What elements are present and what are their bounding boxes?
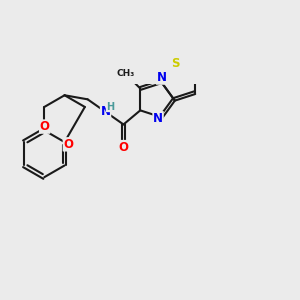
Text: N: N — [153, 112, 163, 125]
Text: N: N — [100, 105, 111, 118]
Text: CH₃: CH₃ — [116, 69, 134, 78]
Text: O: O — [40, 120, 50, 133]
Text: N: N — [157, 71, 166, 84]
Text: H: H — [106, 102, 115, 112]
Text: O: O — [63, 138, 73, 151]
Text: O: O — [118, 141, 128, 154]
Text: S: S — [171, 57, 180, 70]
